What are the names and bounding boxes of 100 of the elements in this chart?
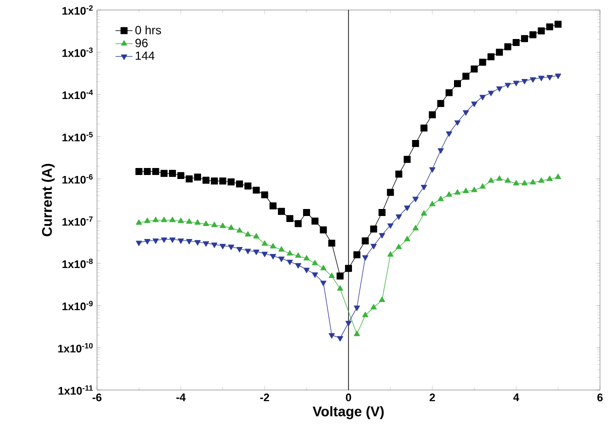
point <box>278 208 285 215</box>
point <box>278 246 284 252</box>
point <box>178 238 184 244</box>
point <box>270 243 276 248</box>
point <box>529 31 536 38</box>
point <box>286 215 294 222</box>
point <box>496 86 502 92</box>
point <box>328 333 335 339</box>
point <box>244 231 251 236</box>
point <box>295 252 302 258</box>
y-tick-label: 1x10$^{-7}$ <box>62 216 93 226</box>
point <box>404 236 410 242</box>
point <box>513 180 520 186</box>
point <box>454 189 461 195</box>
point <box>169 237 176 243</box>
point <box>220 244 226 250</box>
point <box>136 219 142 225</box>
point <box>538 177 544 183</box>
point <box>412 140 420 147</box>
point <box>404 206 410 211</box>
point <box>236 227 243 233</box>
point <box>345 320 352 326</box>
point <box>554 20 562 28</box>
point <box>295 263 302 269</box>
point <box>513 80 520 86</box>
point <box>168 170 176 177</box>
point <box>228 178 235 186</box>
point <box>135 168 142 175</box>
point <box>345 264 352 272</box>
point <box>420 124 428 132</box>
point <box>160 170 168 177</box>
point <box>446 131 452 137</box>
y-tick-label: 1x10$^{-10}$ <box>58 343 93 352</box>
point <box>370 244 377 250</box>
point <box>286 260 293 266</box>
point <box>304 255 310 260</box>
point <box>530 77 536 83</box>
point <box>412 224 419 230</box>
point <box>496 48 503 56</box>
legend-label: 0 hrs <box>135 26 162 34</box>
x-axis-title: Voltage (V) <box>312 406 384 420</box>
x-tick-label: -2 <box>260 394 270 402</box>
y-tick-label: 1x10$^{-2}$ <box>62 5 93 15</box>
point <box>186 175 193 182</box>
point <box>194 240 201 246</box>
point <box>412 196 419 202</box>
y-tick-label: 1x10$^{-8}$ <box>62 258 93 268</box>
point <box>244 248 251 254</box>
point <box>362 237 369 244</box>
point <box>253 233 260 238</box>
point <box>286 250 293 256</box>
point <box>428 111 436 118</box>
point <box>404 156 411 163</box>
point <box>521 180 528 186</box>
point <box>210 178 218 185</box>
point <box>396 244 402 250</box>
point <box>454 80 461 88</box>
point <box>429 200 436 206</box>
point <box>387 223 394 229</box>
point <box>378 296 386 302</box>
point <box>546 75 553 80</box>
point <box>454 120 461 126</box>
point <box>294 220 302 228</box>
point <box>378 209 386 216</box>
point <box>420 210 428 216</box>
point <box>488 90 494 96</box>
x-tick-label: 6 <box>597 394 603 402</box>
point <box>228 244 234 250</box>
point <box>370 226 378 233</box>
y-tick-label: 1x10$^{-11}$ <box>58 385 93 395</box>
point <box>387 251 394 257</box>
point <box>546 176 553 181</box>
y-axis-title: Current (A) <box>42 164 55 236</box>
point <box>328 272 335 278</box>
point <box>219 178 226 185</box>
point <box>328 240 336 247</box>
point <box>336 272 344 280</box>
y-tick-label: 1x10$^{-6}$ <box>62 174 93 184</box>
point <box>538 27 545 34</box>
point <box>446 191 452 197</box>
point <box>144 239 150 244</box>
point <box>244 182 252 190</box>
point <box>311 218 318 225</box>
point <box>228 224 234 230</box>
point <box>462 188 469 194</box>
legend-label: 96 <box>135 38 148 48</box>
point <box>186 239 192 244</box>
point <box>169 216 176 222</box>
point <box>370 304 377 310</box>
x-tick-label: -6 <box>92 394 102 402</box>
point <box>354 306 360 311</box>
point <box>211 222 218 228</box>
point <box>261 191 268 198</box>
point <box>161 237 168 243</box>
point <box>152 168 160 175</box>
x-tick-label: 4 <box>513 394 520 402</box>
point <box>504 82 511 88</box>
point <box>262 240 268 246</box>
point <box>194 219 201 225</box>
point <box>144 218 150 224</box>
